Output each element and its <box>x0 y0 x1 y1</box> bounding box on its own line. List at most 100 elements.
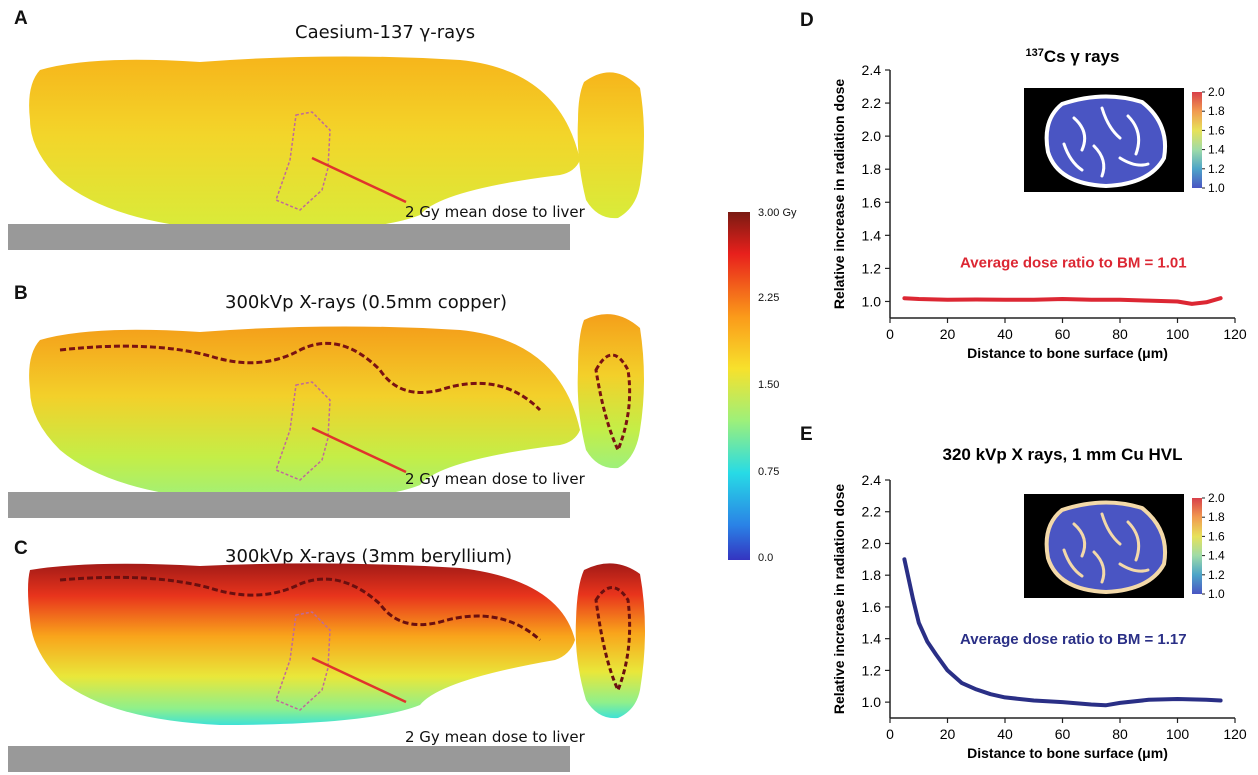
inset-colorbar-label: 1.6 <box>1208 123 1225 137</box>
y-tick-label: 2.2 <box>862 504 882 520</box>
panel-c-letter: C <box>14 538 28 559</box>
inset-colorbar <box>1192 92 1202 188</box>
inset-trabecula <box>1100 106 1122 140</box>
y-tick-label: 1.2 <box>862 260 882 276</box>
inset-trabecula <box>1072 116 1087 152</box>
dose-colorbar-label-2: 2.25 <box>758 292 780 304</box>
table-bar-b <box>8 492 570 518</box>
inset-trabecula <box>1118 562 1150 573</box>
inset-trabecula <box>1126 114 1141 156</box>
panel-b-annotation: 2 Gy mean dose to liver <box>405 470 585 488</box>
cross-section-bone-c <box>594 586 632 694</box>
data-series-line <box>902 557 1223 708</box>
inset-trabecula <box>1126 520 1141 562</box>
inset-trabecula <box>1100 512 1122 546</box>
inset-colorbar-label: 2.0 <box>1208 85 1225 99</box>
x-tick-label: 20 <box>940 726 956 742</box>
x-tick-label: 60 <box>1055 726 1071 742</box>
y-tick-label: 2.4 <box>862 472 882 488</box>
y-tick-label: 1.0 <box>862 694 882 710</box>
y-tick-label: 2.4 <box>862 62 882 78</box>
dose-colorbar-label-max: 3.00 Gy <box>758 207 797 219</box>
liver-arrow-b <box>311 426 407 474</box>
mouse-side-view-a <box>29 56 581 231</box>
liver-outline-a <box>275 111 331 211</box>
liver-arrow-a <box>311 156 407 204</box>
inset-colorbar <box>1192 498 1202 594</box>
dose-colorbar-label-min: 0.0 <box>758 552 774 564</box>
inset-colorbar-label: 1.2 <box>1208 568 1225 582</box>
y-tick-label: 2.0 <box>862 128 882 144</box>
inset-colorbar-label: 2.0 <box>1208 491 1225 505</box>
y-axis-label: Relative increase in radiation dose <box>831 79 847 310</box>
panel-a-annotation: 2 Gy mean dose to liver <box>405 203 585 221</box>
y-tick-label: 1.4 <box>862 631 882 647</box>
mouse-side-view-c <box>28 563 575 725</box>
bone-hotspots-b <box>59 341 542 412</box>
x-tick-label: 120 <box>1223 326 1247 342</box>
panel-d-letter: D <box>800 10 814 31</box>
panel-b-dose-map <box>8 314 644 518</box>
y-tick-label: 1.8 <box>862 567 882 583</box>
x-axis-label: Distance to bone surface (μm) <box>967 345 1168 361</box>
y-tick-label: 1.4 <box>862 227 882 243</box>
cross-section-bone-b <box>594 353 632 454</box>
x-tick-label: 120 <box>1223 726 1247 742</box>
inset-colorbar-label: 1.4 <box>1208 549 1225 563</box>
inset-colorbar-label: 1.2 <box>1208 162 1225 176</box>
panel-c-annotation: 2 Gy mean dose to liver <box>405 728 585 746</box>
panel-a-letter: A <box>14 8 28 29</box>
inset-trabecula <box>1118 156 1150 167</box>
mouse-cross-section-b <box>577 314 644 469</box>
panel-c-dose-map <box>8 563 645 772</box>
x-tick-label: 80 <box>1112 326 1128 342</box>
y-tick-label: 2.0 <box>862 535 882 551</box>
inset-colorbar-label: 1.0 <box>1208 587 1225 601</box>
panel-c-title: 300kVp X-rays (3mm beryllium) <box>225 546 513 567</box>
x-tick-label: 60 <box>1055 326 1071 342</box>
y-tick-label: 1.6 <box>862 599 882 615</box>
panel-e-letter: E <box>800 424 813 445</box>
dose-colorbar-label-4: 0.75 <box>758 466 780 478</box>
panel-b-letter: B <box>14 283 28 304</box>
panel-e-chart: 320 kVp X rays, 1 mm Cu HVL 1.0 1.2 1.4 1.6 1… <box>831 445 1247 761</box>
x-tick-label: 20 <box>940 326 956 342</box>
liver-outline-c <box>275 611 331 711</box>
chart-title: 137Cs γ rays <box>1026 47 1120 66</box>
y-tick-label: 2.2 <box>862 95 882 111</box>
inset-colorbar-label: 1.0 <box>1208 181 1225 195</box>
liver-arrow-c <box>311 656 407 704</box>
inset-trabecula <box>1072 522 1087 558</box>
x-tick-label: 80 <box>1112 726 1128 742</box>
table-bar-c <box>8 746 570 772</box>
inset-bone-marrow-map <box>1044 94 1167 189</box>
bone-hotspots-c <box>59 575 542 642</box>
inset-trabecula <box>1092 550 1106 584</box>
panel-b-title: 300kVp X-rays (0.5mm copper) <box>225 292 508 313</box>
liver-outline-b <box>275 381 331 481</box>
inset-colorbar-label: 1.8 <box>1208 104 1225 118</box>
chart-annotation: Average dose ratio to BM = 1.17 <box>960 631 1187 648</box>
table-bar-a <box>8 224 570 250</box>
x-tick-label: 100 <box>1166 326 1190 342</box>
data-series-line <box>902 296 1223 306</box>
y-tick-label: 1.8 <box>862 161 882 177</box>
y-tick-label: 1.0 <box>862 293 882 309</box>
chart-title: 320 kVp X rays, 1 mm Cu HVL <box>943 445 1183 464</box>
mouse-cross-section-a <box>577 72 644 219</box>
dose-colorbar-label-3: 1.50 <box>758 379 780 391</box>
x-tick-label: 40 <box>997 326 1013 342</box>
inset-trabecula <box>1062 142 1084 172</box>
panel-a-dose-map <box>8 56 644 250</box>
x-tick-label: 0 <box>886 326 894 342</box>
x-axis-label: Distance to bone surface (μm) <box>967 745 1168 761</box>
inset-colorbar-label: 1.6 <box>1208 529 1225 543</box>
x-tick-label: 0 <box>886 726 894 742</box>
y-tick-label: 1.6 <box>862 194 882 210</box>
inset-trabecula <box>1092 144 1106 178</box>
inset-trabecula <box>1062 548 1084 578</box>
panel-a-title: Caesium-137 γ-rays <box>295 22 476 43</box>
panel-d-chart: 137Cs γ rays 1.0 1.2 1.4 1.6 1.8 2.0 2.2 2.4 0 20 4… <box>831 47 1247 361</box>
y-tick-label: 1.2 <box>862 662 882 678</box>
inset-colorbar-label: 1.4 <box>1208 143 1225 157</box>
